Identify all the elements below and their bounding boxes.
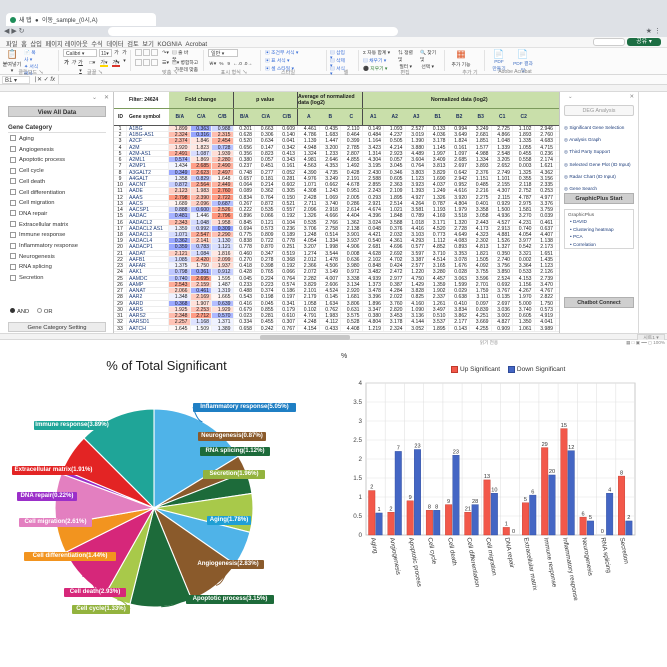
svg-text:1: 1 <box>378 507 381 513</box>
svg-text:29: 29 <box>542 442 548 448</box>
svg-text:20: 20 <box>549 469 555 475</box>
svg-text:9: 9 <box>447 499 450 505</box>
svg-text:5: 5 <box>589 515 592 521</box>
svg-text:2: 2 <box>358 456 362 463</box>
svg-text:23: 23 <box>414 444 420 450</box>
svg-text:6: 6 <box>582 511 585 517</box>
svg-text:1.5: 1.5 <box>353 475 362 482</box>
svg-text:8: 8 <box>428 505 431 511</box>
svg-text:12: 12 <box>568 445 574 451</box>
svg-text:8: 8 <box>435 505 438 511</box>
svg-text:4: 4 <box>608 487 611 493</box>
svg-text:2.5: 2.5 <box>353 437 362 444</box>
svg-text:1: 1 <box>505 522 508 528</box>
svg-text:8: 8 <box>620 470 623 476</box>
svg-text:28: 28 <box>472 499 478 505</box>
svg-text:9: 9 <box>409 495 412 501</box>
svg-text:2: 2 <box>627 515 630 521</box>
svg-text:4: 4 <box>358 380 362 387</box>
svg-text:10: 10 <box>491 487 497 493</box>
svg-text:0: 0 <box>512 529 515 535</box>
svg-text:2: 2 <box>370 485 373 491</box>
svg-text:1: 1 <box>358 494 362 501</box>
svg-text:3.5: 3.5 <box>353 399 362 406</box>
svg-text:23: 23 <box>453 449 459 455</box>
svg-text:0.5: 0.5 <box>353 513 362 520</box>
svg-text:13: 13 <box>484 474 490 480</box>
svg-text:0: 0 <box>601 529 604 535</box>
svg-text:3: 3 <box>358 418 362 425</box>
svg-text:6: 6 <box>531 489 534 495</box>
svg-text:15: 15 <box>561 423 567 429</box>
svg-text:5: 5 <box>524 497 527 503</box>
svg-text:21: 21 <box>465 506 471 512</box>
svg-text:7: 7 <box>397 446 400 452</box>
svg-text:2: 2 <box>389 506 392 512</box>
svg-text:0: 0 <box>358 532 362 539</box>
